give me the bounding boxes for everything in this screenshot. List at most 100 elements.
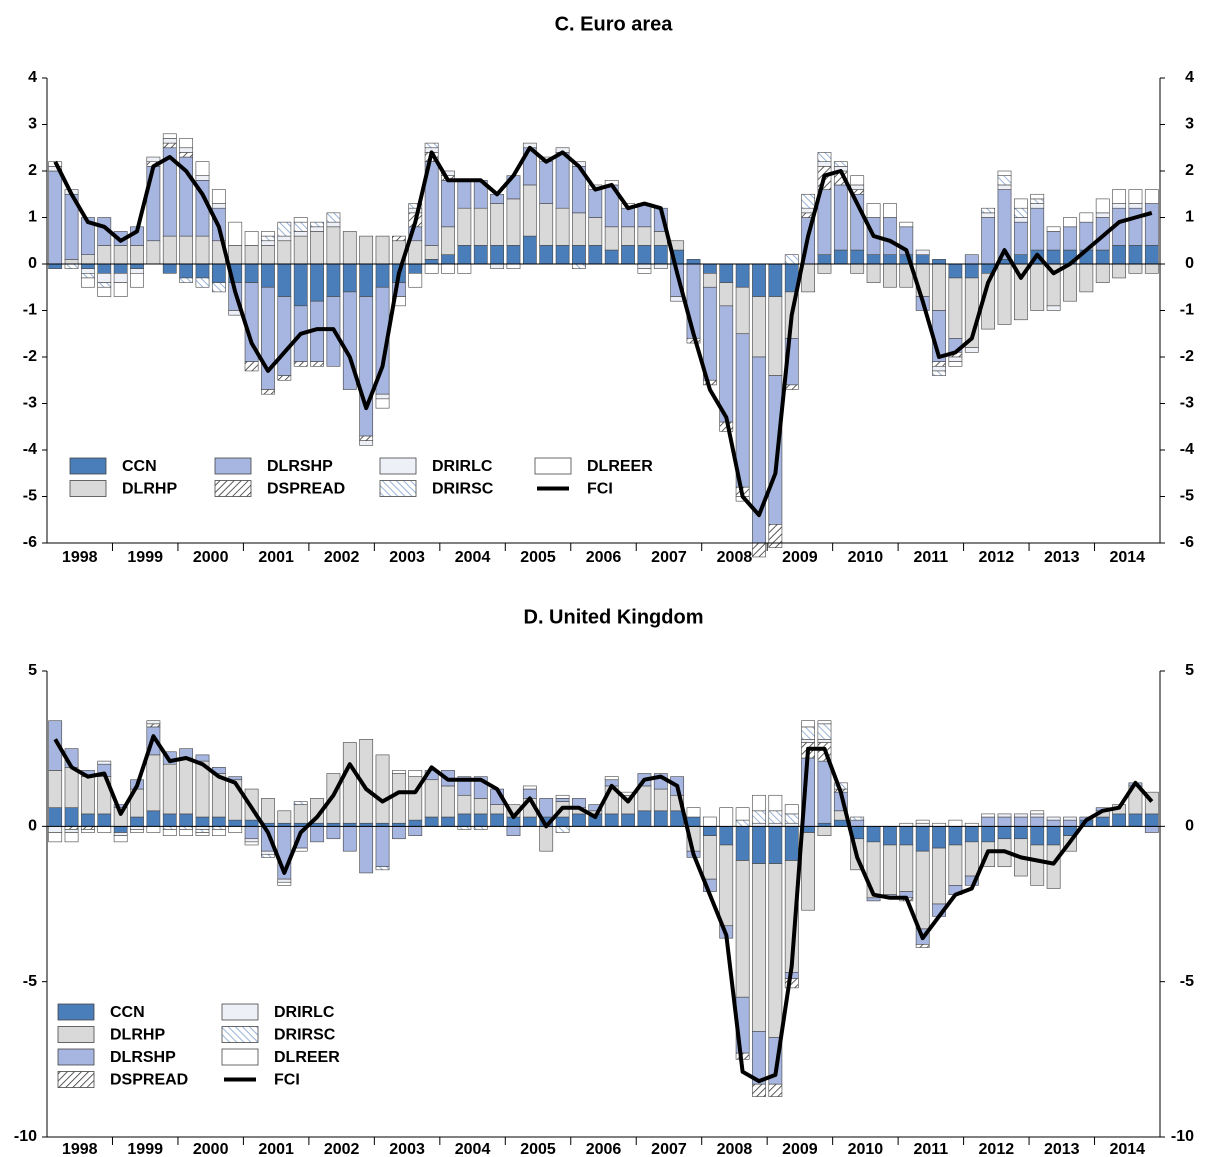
bar-segment [1013,254,1028,265]
bar-segment [1013,198,1028,209]
bar-segment [866,826,881,843]
bar-segment [130,245,144,265]
bar-segment [211,263,226,283]
bar-segment [228,819,243,827]
bar-segment [310,221,324,228]
bar-segment [915,850,930,930]
bar-segment [277,240,292,265]
bar-segment [522,184,537,237]
legend-label: DLRHP [110,1027,165,1044]
bar-segment [277,810,292,824]
bar-segment [81,263,95,269]
bar-segment [1046,231,1061,251]
bar-segment [866,254,881,265]
bar-segment [48,832,63,843]
bar-segment [735,286,750,335]
legend-label: DRIRLC [432,458,493,475]
bar-segment [97,286,112,297]
fci-line [53,145,1153,518]
bar-segment [752,810,766,824]
bar-segment [1112,813,1126,827]
legend-label: CCN [110,1004,145,1021]
bar-segment [146,826,161,833]
bar-segment [1046,816,1061,821]
bar-segment [97,263,112,274]
bar-segment [1128,263,1143,274]
bar-segment [866,897,881,902]
bar-segment [457,180,472,209]
legend-label: DLREER [274,1049,340,1066]
bar-segment [1063,263,1077,302]
bar-segment [195,816,210,827]
bar-segment [604,226,619,251]
bar-segment [392,235,406,242]
bar-segment [179,235,194,265]
bar-segment [981,212,996,218]
y2-tick-label: -2 [1180,348,1194,365]
bar-segment [293,235,308,265]
y2-tick-label: -1 [1180,302,1194,319]
bar-segment [81,277,95,288]
bar-segment [162,235,177,265]
x-tick-label: 2002 [324,549,360,566]
bar-segment [1013,221,1028,255]
bar-segment [801,832,815,911]
bar-segment [719,263,734,283]
bar-segment [768,810,783,824]
x-tick-label: 2014 [1109,1141,1145,1157]
bar-segment [768,375,783,525]
bar-segment [768,1083,783,1097]
bar-segment [817,161,832,167]
bar-segment [555,207,570,246]
bar-segment [310,226,324,232]
y-tick-label: -3 [23,395,37,412]
bar-segment [424,245,439,260]
bar-segment [211,282,226,293]
bar-segment [261,850,275,855]
bar-segment [179,757,194,815]
bar-segment [768,524,783,548]
bar-segment [784,804,799,815]
bar-segment [997,263,1012,325]
bar-segment [146,156,161,163]
bar-segment [1030,813,1045,818]
bar-segment [703,272,717,288]
bar-segment [719,807,734,827]
bar-segment [293,231,308,237]
bar-segment [473,245,488,265]
x-tick-label: 2003 [389,549,425,566]
bar-segment [81,829,95,833]
bar-segment [703,286,717,381]
bar-segment [1013,207,1028,218]
bar-segment [408,819,423,827]
bar-segment [293,263,308,307]
legend-swatch [214,457,252,475]
bar-segment [228,826,243,833]
bar-segment [915,249,930,256]
bar-segment [146,810,161,827]
bar-segment [621,245,635,265]
bar-segment [801,739,815,743]
y-tick-label: -4 [23,441,37,458]
bar-segment [850,816,865,821]
y2-tick-label: 0 [1185,818,1194,835]
bar-segment [981,207,996,214]
bar-segment [490,813,504,827]
bar-segment [572,245,586,265]
legend-swatch [221,1026,259,1043]
bar-segment [392,770,406,774]
x-tick-label: 2007 [651,549,687,566]
y2-tick-label: 0 [1185,255,1194,272]
bar-segment [621,226,635,246]
bar-segment [1030,263,1045,311]
bar-segment [195,161,210,176]
bar-segment [997,170,1012,176]
bar-segment [735,819,750,827]
bar-segment [244,841,259,846]
bar-segment [441,254,455,265]
bar-segment [130,816,144,827]
bar-segment [1030,816,1045,827]
bar-segment [915,944,930,948]
bar-segment [735,807,750,821]
